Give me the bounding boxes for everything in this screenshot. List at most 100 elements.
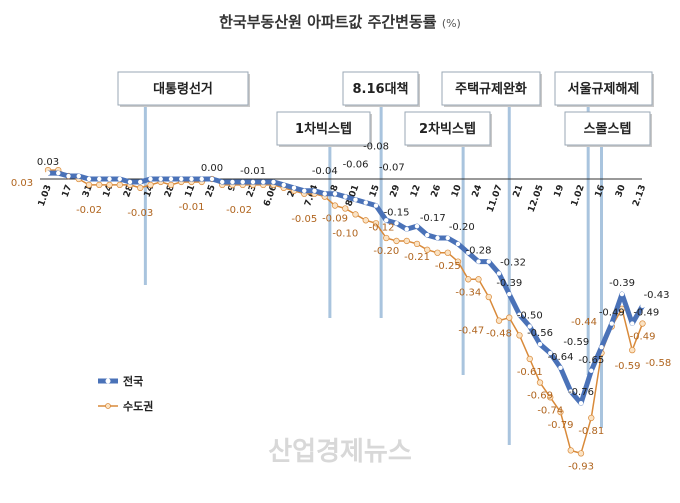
data-point [475,276,482,283]
data-point [76,173,81,179]
data-point [507,291,512,297]
data-point [167,181,175,189]
x-tick-label: 21 [512,184,526,199]
data-label: -0.01 [240,166,266,177]
data-point [496,271,502,276]
data-point [526,355,533,363]
data-label: -0.09 [322,214,348,225]
data-label: -0.17 [420,213,446,224]
x-tick-label: 26 [430,184,444,199]
data-point [424,246,431,253]
data-point [220,179,225,185]
event-label: 스몰스텝 [584,121,632,137]
data-label: 0.03 [11,178,33,189]
data-point [444,249,451,256]
event-box [564,111,651,146]
x-tick-label: 9 [227,184,239,193]
data-point [261,179,266,185]
data-point [147,181,154,189]
data-label: 0.03 [37,157,59,168]
event-box [404,111,491,146]
data-point [56,170,61,176]
data-label: -0.61 [517,367,543,378]
data-point [106,181,113,189]
x-tick-label: 24 [471,184,485,199]
data-point [548,350,553,356]
data-point [97,176,102,182]
data-point [138,179,143,185]
x-tick-label: 17 [61,184,75,199]
data-point [599,344,604,350]
data-point [66,173,71,179]
data-label: -0.07 [379,163,405,174]
data-label: -0.20 [373,246,399,257]
data-label: -0.76 [568,387,594,398]
data-label: -0.64 [548,352,574,363]
data-label: -0.25 [435,261,461,272]
x-tick-label: 19 [553,184,567,199]
event-label: 주택규제완화 [455,81,527,97]
data-point [413,240,421,248]
x-tick-label: 1.02 [570,184,587,208]
x-tick-label: 15 [368,184,382,199]
data-label: -0.74 [537,405,563,416]
data-label: -0.79 [548,420,574,431]
x-tick-label: 14 [143,184,157,199]
data-point [137,184,144,192]
data-point [495,317,503,324]
data-label: -0.04 [312,166,338,177]
data-label: -0.01 [179,202,205,213]
data-label: -0.12 [369,222,395,233]
data-point [640,303,645,309]
data-point [629,346,636,354]
data-point [362,217,369,224]
legend-label-capital: 수도권 [123,400,153,413]
data-point [179,176,184,182]
data-point [589,368,594,373]
event-box [276,111,371,146]
data-point [158,176,163,182]
data-point [577,450,585,457]
data-label: -0.49 [633,308,659,319]
data-point [312,188,317,193]
x-tick-label: 31 [81,184,95,199]
chart-title: 한국부동산원 아파트값 주간변동률 (%) [219,13,461,31]
data-point [230,179,235,185]
data-point [86,176,92,182]
x-tick-label: 11.07 [486,184,505,214]
legend-marker-national [105,378,111,384]
data-label: -0.56 [527,328,553,339]
data-label: -0.49 [630,332,656,343]
data-label: -0.34 [455,287,481,298]
x-tick-label: 28 [122,184,136,199]
data-label: -0.05 [291,214,317,225]
data-point [476,259,481,264]
data-label: -0.59 [615,361,641,372]
event-box [342,71,419,106]
event-box [441,71,541,106]
legend-marker-capital [105,403,111,409]
data-label: -0.44 [571,317,597,328]
x-tick-label: 12 [409,184,423,199]
x-tick-label: 28 [163,184,177,199]
data-point [168,176,174,182]
data-point [393,237,400,245]
data-label: -0.81 [578,426,604,437]
x-tick-label: 29 [389,184,403,199]
data-point [609,321,614,326]
event-box [554,71,653,106]
data-label: -0.47 [458,326,484,337]
data-label: -0.39 [496,278,522,289]
data-point [353,197,358,202]
data-point [403,237,410,245]
data-label: -0.32 [500,257,526,268]
data-point [414,224,420,229]
data-point [331,202,339,209]
data-point [332,191,338,196]
data-point [466,250,471,255]
data-point [373,203,379,208]
data-label: -0.15 [384,207,410,218]
x-tick-label: 16 [594,184,608,199]
